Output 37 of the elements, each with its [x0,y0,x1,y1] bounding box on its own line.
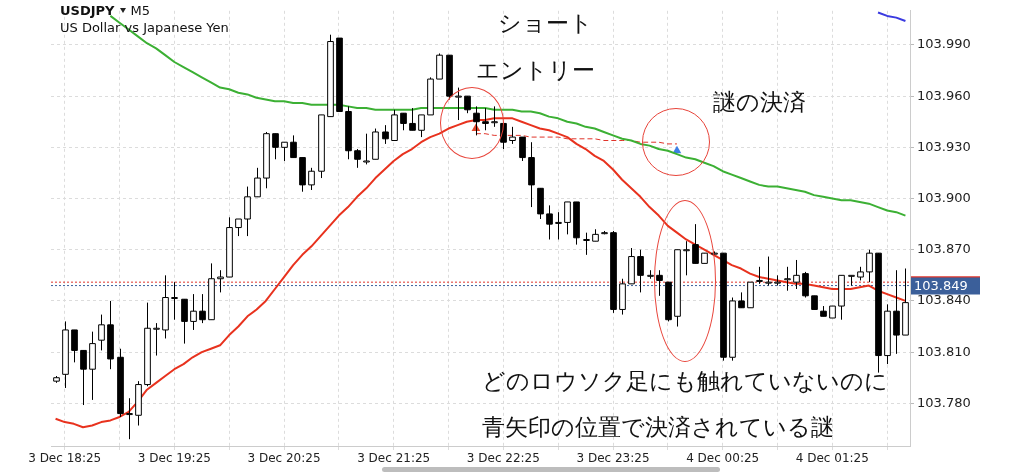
candlestick [272,133,279,160]
annotation: M5 [130,3,150,18]
x-tick-label: 3 Dec 23:25 [576,451,650,466]
y-tick-label: 103.840 [917,292,971,308]
annotation: エントリー [476,56,595,85]
x-tick-label: 3 Dec 22:25 [466,451,540,466]
annotation: どのロウソク足にも触れていないのに [482,367,888,396]
candlestick [171,281,178,321]
x-tick-label: 4 Dec 01:25 [795,451,869,466]
chart-title: USDJPY [60,3,115,18]
candlestick [98,314,105,351]
y-tick-label: 103.870 [917,241,971,257]
candlestick [418,114,425,138]
x-tick-label: 3 Dec 19:25 [137,451,211,466]
ref-line-label: 103.849 [914,277,968,293]
annotation: 青矢印の位置で決済されている謎 [482,413,834,442]
annotation: ショート [498,9,593,38]
text: US Dollar vs Japanese Yen [60,20,229,35]
candlestick [564,201,571,235]
candlestick [583,232,590,256]
x-tick-label: 3 Dec 21:25 [357,451,431,466]
candlestick [546,204,553,240]
candlestick [692,223,699,264]
candlestick [71,329,78,363]
y-tick-label: 103.930 [917,138,971,154]
x-tick-label: 3 Dec 20:25 [247,451,321,466]
y-tick-label: 103.990 [917,36,971,52]
x-tick-label: 4 Dec 00:25 [686,451,760,466]
y-tick-label: 103.960 [917,87,971,103]
annotation: 謎の決済 [713,88,806,117]
candlestick [354,148,361,169]
y-tick-label: 103.810 [917,343,971,359]
y-tick-label: 103.780 [917,394,971,410]
x-tick-label: 3 Dec 18:25 [28,451,102,466]
candlestick [482,107,489,131]
y-tick-label: 103.900 [917,189,971,205]
candlestick [637,249,644,293]
